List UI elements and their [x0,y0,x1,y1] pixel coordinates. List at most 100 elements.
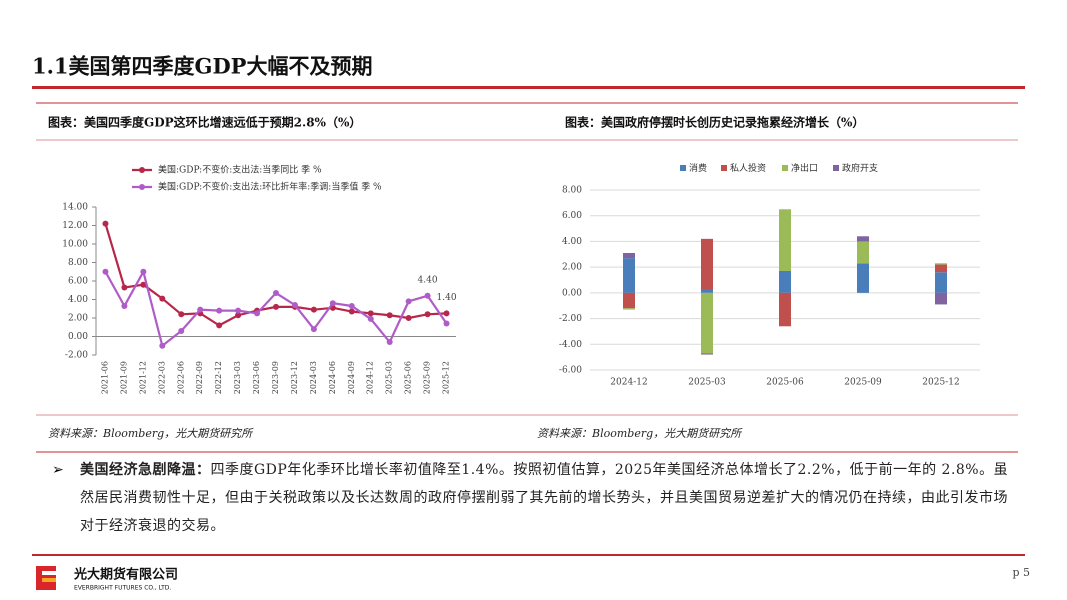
legend-label: 政府开支 [842,162,878,174]
y-tick-label: 10.00 [62,240,88,250]
point [405,315,412,321]
x-tick-label: 2025-03 [385,361,394,394]
bar-segment [701,353,713,355]
point [424,292,431,299]
bar-segment [857,263,869,293]
x-tick-label: 2022-12 [214,361,223,394]
point [329,300,336,307]
point [121,302,128,309]
y-tick-label: -4.00 [559,340,582,350]
page-number: p 5 [1012,566,1030,579]
point [273,303,279,310]
y-tick-label: 8.00 [68,258,88,268]
company-name: 光大期货有限公司 [73,567,178,583]
point [216,322,223,329]
chart-title: 图表：美国政府停摆时长创历史记录拖累经济增长（%） [565,115,864,130]
point [348,308,355,315]
x-tick-label: 2025-12 [922,378,959,388]
chart-title: 图表：美国四季度GDP这环比增速远低于预期2.8%（%） [48,115,361,130]
bullet-marker: ➢ [52,462,64,478]
bar-segment [623,292,635,309]
point [386,312,393,319]
x-tick-label: 2023-12 [290,361,299,394]
bullet-label: 美国经济急剧降温： [80,462,211,478]
point [102,220,109,227]
bar-segment [935,272,947,293]
y-tick-label: 12.00 [62,221,88,231]
bar-segment [701,292,713,354]
bar-segment [623,308,635,310]
x-tick-label: 2025-09 [844,378,882,388]
legend-swatch [680,165,686,171]
x-tick-label: 2024-12 [610,378,647,388]
x-tick-label: 2021-12 [138,361,147,394]
bar-segment [857,241,869,264]
x-tick-label: 2023-06 [252,361,261,394]
bullet-text: 美国经济急剧降温：四季度GDP年化季环比增长率初值降至1.4%。按照初值估算，2… [80,456,1015,540]
x-tick-label: 2024-03 [309,361,318,394]
y-tick-label: 2.00 [68,314,88,324]
company-name-en: EVERBRIGHT FUTURES CO., LTD. [74,585,171,592]
legend-label: 消费 [689,162,707,174]
x-tick-label: 2022-06 [176,361,185,394]
point [254,310,261,317]
logo-icon [36,566,56,590]
x-tick-label: 2023-03 [233,361,242,394]
point [216,307,223,314]
point [235,307,242,314]
y-tick-label: 4.00 [562,237,582,247]
point [121,284,128,291]
value-label: 4.40 [418,275,438,285]
y-tick-label: 4.00 [68,295,88,305]
x-tick-label: 2025-12 [442,361,451,394]
legend-swatch [139,184,145,190]
legend-swatch [139,167,145,173]
point [140,268,147,275]
point [159,342,166,349]
source-note: 资料来源：Bloomberg，光大期货研究所 [537,427,743,440]
point [424,311,431,318]
legend-label: 美国:GDP:不变价:支出法:当季同比 季 % [158,164,322,176]
x-tick-label: 2022-09 [195,361,204,394]
point [367,315,374,322]
x-tick-label: 2024-09 [347,361,356,394]
legend-label: 美国:GDP:不变价:支出法:环比折年率:季调:当季值 季 % [158,181,382,193]
x-tick-label: 2025-06 [404,361,413,394]
x-tick-label: 2025-03 [688,378,726,388]
y-tick-label: 14.00 [62,203,88,213]
footer-rule [32,554,1025,556]
point [367,310,374,317]
series-line [104,223,447,327]
point [102,268,109,275]
point [348,302,355,309]
x-tick-label: 2021-06 [100,361,109,394]
value-label: 1.40 [437,293,457,303]
x-tick-label: 2024-06 [328,361,337,394]
x-tick-label: 2025-06 [766,378,804,388]
slide-title: 1.1美国第四季度GDP大幅不及预期 [32,54,372,79]
y-tick-label: 2.00 [562,263,582,273]
bar-segment [935,292,947,305]
bar-segment [779,271,791,293]
y-tick-label: 0.00 [68,332,88,342]
bar-segment [935,264,947,273]
source-note: 资料来源：Bloomberg，光大期货研究所 [48,427,254,440]
bar-segment [701,238,713,289]
point [405,298,412,305]
x-tick-label: 2021-09 [119,361,128,394]
legend-swatch [782,165,788,171]
bullet-body: 四季度GDP年化季环比增长率初值降至1.4%。按照初值估算，2025年美国经济总… [80,462,1009,534]
point [140,281,147,288]
point [273,290,279,297]
title-rule [32,86,1025,89]
x-tick-label: 2022-03 [157,361,166,394]
bar-segment [701,289,713,293]
legend-swatch [833,165,839,171]
point [291,302,298,309]
y-tick-label: -2.00 [559,314,582,324]
point [197,306,204,313]
bar-segment [623,258,635,293]
y-tick-label: 6.00 [562,211,582,221]
bar-segment [623,253,635,259]
